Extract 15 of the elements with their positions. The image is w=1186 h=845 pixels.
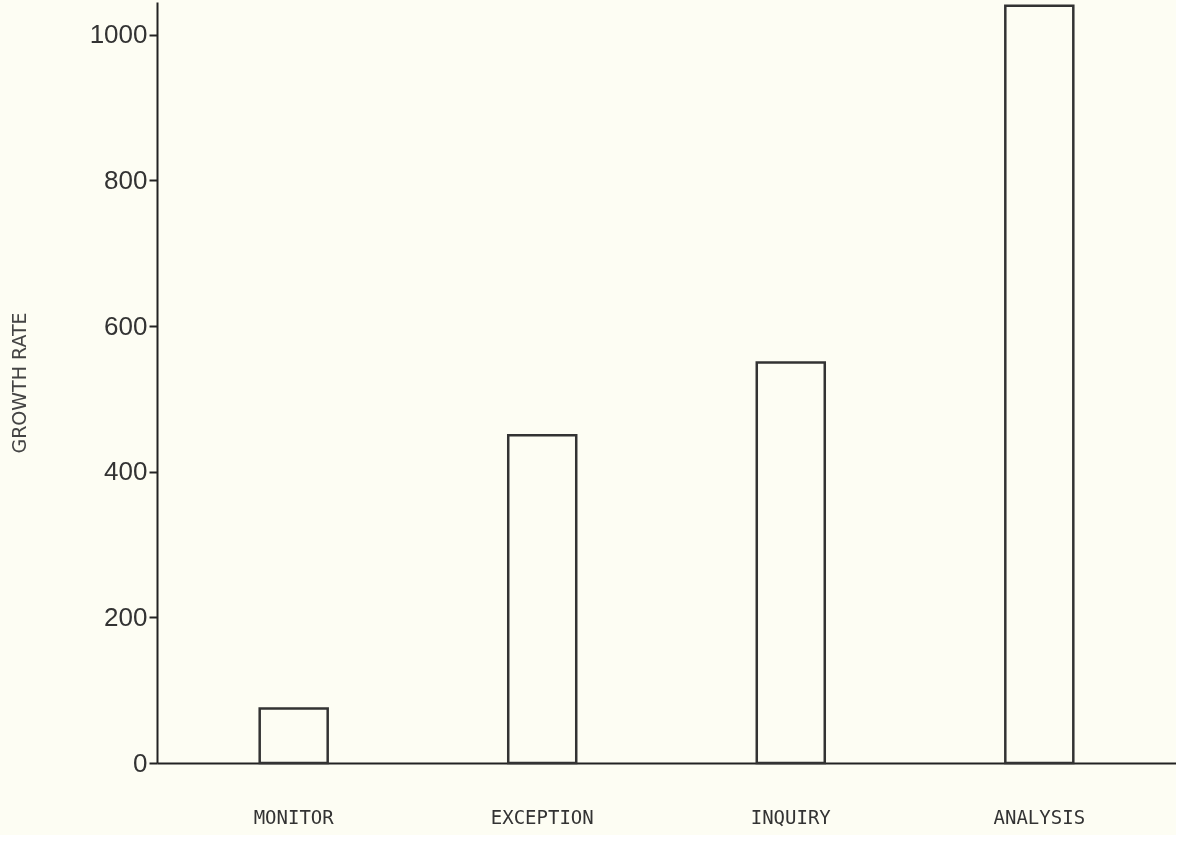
- bar: [1004, 4, 1075, 765]
- y-tick-label: 1000: [89, 19, 148, 50]
- y-tick-label: 800: [104, 164, 148, 195]
- x-tick-label: MONITOR: [253, 805, 335, 828]
- y-axis-title: GROWTH RATE: [7, 312, 30, 454]
- x-tick-label: EXCEPTION: [490, 805, 594, 828]
- y-tick-label: 600: [104, 310, 148, 341]
- y-tick-label: 200: [104, 601, 148, 632]
- bar: [506, 434, 578, 765]
- y-tick-label: 400: [104, 456, 148, 487]
- x-tick-label: INQUIRY: [750, 805, 832, 828]
- y-tick-label: 0: [133, 747, 148, 778]
- bar: [258, 707, 329, 765]
- bar: [755, 361, 827, 765]
- x-tick-label: ANALYSIS: [993, 805, 1086, 828]
